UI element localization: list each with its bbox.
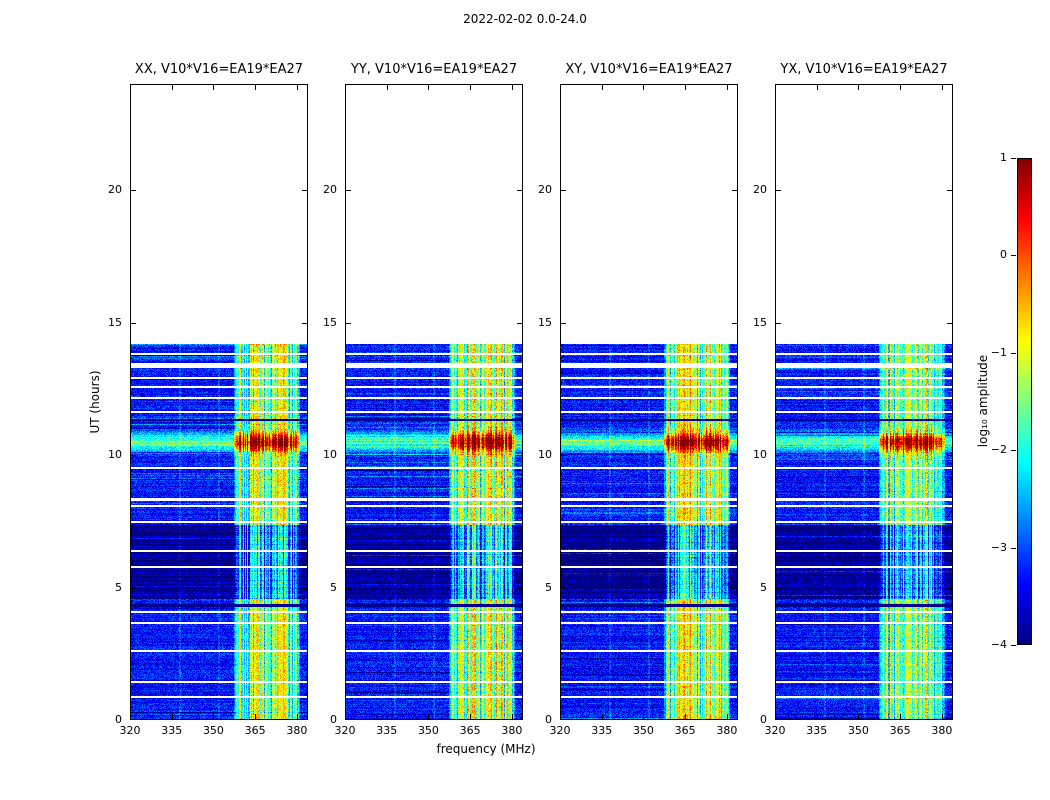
spectrogram-panel-1: [345, 84, 523, 720]
y-tick-label: 10: [323, 448, 337, 461]
panel-title-0: XX, V10*V16=EA19*EA27: [134, 62, 304, 77]
y-tick-label: 20: [323, 183, 337, 196]
colorbar-tick: [1011, 158, 1016, 159]
x-tick-label: 365: [459, 724, 481, 737]
figure-title: 2022-02-02 0.0-24.0: [463, 12, 587, 26]
y-tick-label: 5: [330, 580, 337, 594]
colorbar-tick-label: −4: [990, 638, 1007, 651]
x-tick-label: 320: [549, 724, 571, 737]
y-tick-label: 0: [330, 713, 337, 726]
panel-title-3: YX, V10*V16=EA19*EA27: [780, 62, 948, 77]
colorbar-tick: [1011, 450, 1016, 451]
y-tick-label: 15: [323, 315, 337, 329]
x-tick-label: 365: [674, 724, 696, 737]
x-tick-label: 320: [764, 724, 786, 737]
colorbar-tick: [1011, 548, 1016, 549]
x-tick-label: 365: [889, 724, 911, 737]
colorbar-tick-label: −1: [990, 345, 1007, 359]
x-tick-label: 335: [376, 724, 398, 737]
y-tick-label: 20: [753, 183, 767, 196]
colorbar-tick: [1011, 353, 1016, 354]
y-tick-label: 20: [538, 183, 552, 196]
x-tick-label: 350: [202, 724, 224, 737]
x-axis-label: frequency (MHz): [436, 742, 536, 756]
x-tick-label: 380: [286, 724, 308, 737]
y-tick-label: 0: [545, 713, 552, 726]
x-tick-label: 320: [119, 724, 141, 737]
colorbar-tick: [1011, 645, 1016, 646]
x-tick-label: 350: [417, 724, 439, 737]
y-tick-label: 5: [545, 580, 552, 594]
x-tick-label: 335: [591, 724, 613, 737]
y-tick-label: 10: [538, 448, 552, 461]
y-tick-label: 10: [108, 448, 122, 461]
panel-title-1: YY, V10*V16=EA19*EA27: [350, 62, 518, 77]
colorbar-tick-label: −2: [990, 443, 1007, 457]
y-tick-label: 15: [538, 315, 552, 329]
y-axis-label: UT (hours): [88, 370, 102, 434]
x-tick-label: 350: [847, 724, 869, 737]
spectrogram-panel-0: [130, 84, 308, 720]
y-tick-label: 0: [760, 713, 767, 726]
panel-title-2: XY, V10*V16=EA19*EA27: [565, 62, 733, 77]
y-tick-label: 0: [115, 713, 122, 726]
colorbar-tick-label: 1: [1000, 151, 1007, 164]
spectrogram-panel-2: [560, 84, 738, 720]
y-tick-label: 15: [108, 315, 122, 329]
x-tick-label: 380: [501, 724, 523, 737]
colorbar-tick: [1011, 255, 1016, 256]
y-tick-label: 10: [753, 448, 767, 461]
x-tick-label: 320: [334, 724, 356, 737]
colorbar-gradient: [1017, 158, 1032, 645]
x-tick-label: 380: [716, 724, 738, 737]
x-tick-label: 335: [806, 724, 828, 737]
x-tick-label: 365: [244, 724, 266, 737]
x-tick-label: 335: [161, 724, 183, 737]
x-tick-label: 350: [632, 724, 654, 737]
y-tick-label: 5: [115, 580, 122, 594]
y-tick-label: 15: [753, 315, 767, 329]
colorbar-tick-label: −3: [990, 540, 1007, 554]
x-tick-label: 380: [931, 724, 953, 737]
spectrogram-panel-3: [775, 84, 953, 720]
y-tick-label: 5: [760, 580, 767, 594]
colorbar-tick-label: 0: [1000, 248, 1007, 262]
y-tick-label: 20: [108, 183, 122, 196]
